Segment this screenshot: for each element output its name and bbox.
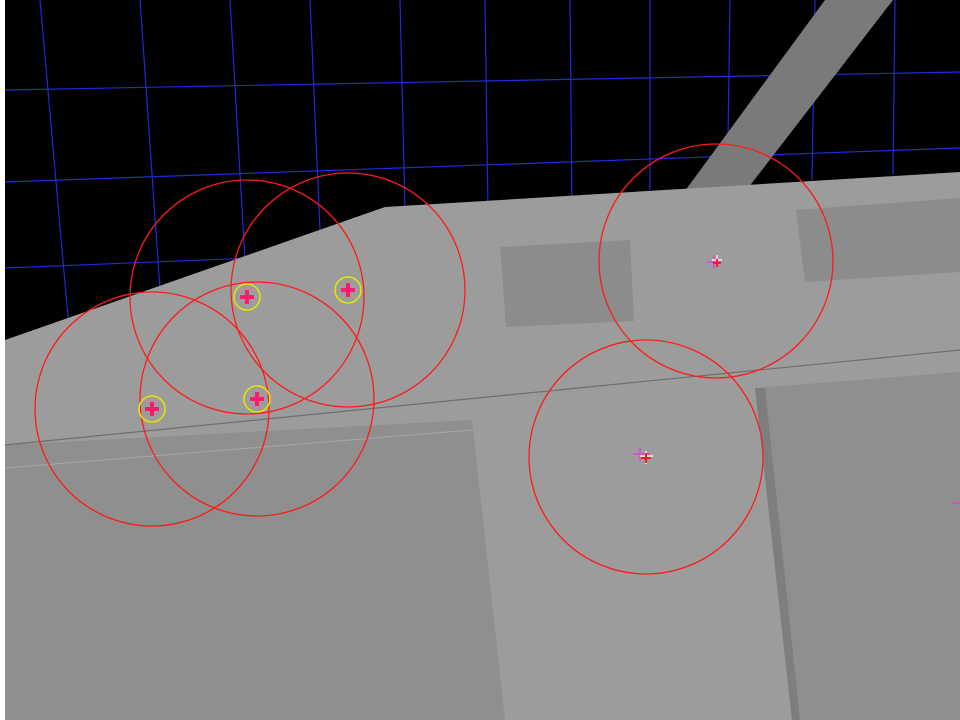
crosshair-icon [341,283,355,297]
marker-5[interactable] [707,255,722,269]
edge-line-lower [4,429,473,469]
highlight-ring [233,283,261,311]
marker-cross-icon [713,259,721,267]
floor-slab-left [5,420,505,720]
edge-line [4,349,960,446]
slab-edge-shadow [755,388,800,720]
marker-2[interactable] [334,276,362,304]
range-circle-6 [528,339,764,575]
marker-6[interactable] [633,447,653,464]
viewport-border [0,0,5,720]
range-circle-1 [129,179,365,415]
highlight-ring [243,385,271,413]
range-circle-3 [139,281,375,517]
range-circle-5 [598,143,834,379]
highlight-ring [138,395,166,423]
range-circles [34,143,834,575]
panel-recess-2 [796,198,960,282]
range-circle-4 [34,291,270,527]
target-cross-icon [633,447,650,461]
floor-slab-right [755,372,960,720]
support-beam [682,0,893,195]
marker-cross-icon [641,453,651,463]
marker-4[interactable] [138,395,166,423]
marker-3[interactable] [243,385,271,413]
crosshair-icon [250,392,264,406]
highlight-ring [334,276,362,304]
crosshair-icon [145,402,159,416]
panel-recess-1 [500,240,634,327]
marker-1[interactable] [233,283,261,311]
crosshair-icon [240,290,254,304]
range-circle-2 [230,172,466,408]
